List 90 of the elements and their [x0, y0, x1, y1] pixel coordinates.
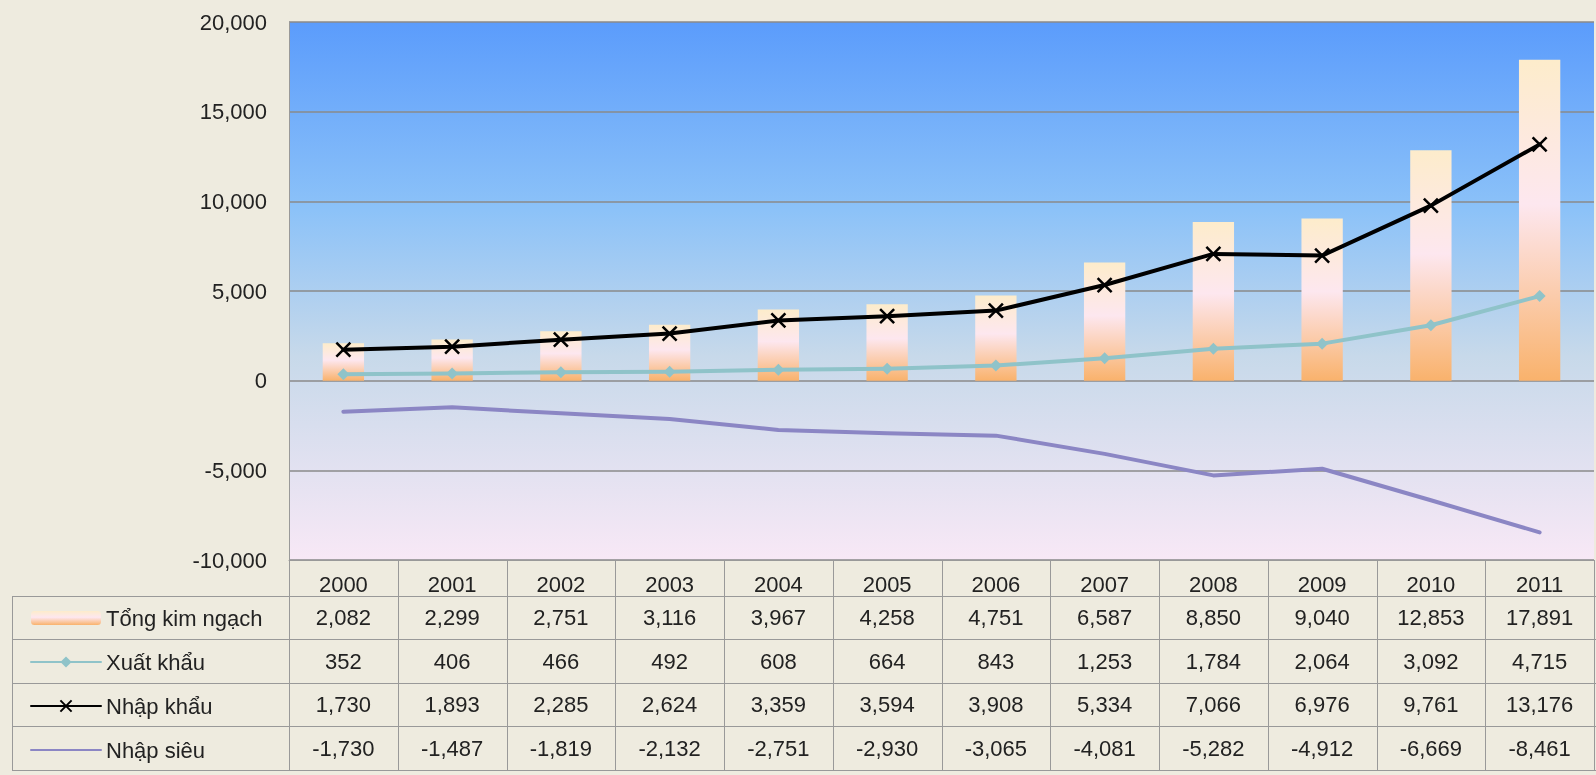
data-label: 664 — [868, 648, 906, 674]
x-tick-label: 2011 — [1515, 571, 1564, 597]
point — [1533, 290, 1546, 303]
data-label: 13,176 — [1505, 692, 1574, 717]
legend-label: Nhập khẩu — [106, 693, 213, 719]
data-label: -1,730 — [312, 735, 375, 761]
data-label: 3,092 — [1403, 648, 1459, 674]
point — [335, 341, 352, 358]
data-label: 2,624 — [642, 692, 698, 717]
data-label: 1,784 — [1185, 648, 1241, 674]
data-label: 2,064 — [1294, 648, 1350, 674]
data-label: 5,334 — [1077, 692, 1133, 717]
y-tick-label: 0 — [254, 368, 267, 394]
data-label: -3,065 — [964, 735, 1028, 761]
data-label: 6,587 — [1077, 605, 1133, 630]
point — [661, 325, 678, 342]
data-label: -2,132 — [638, 735, 701, 761]
data-label: -6,669 — [1399, 735, 1463, 761]
x-tick-label: 2003 — [645, 571, 695, 597]
data-label: 406 — [433, 648, 471, 674]
data-label: 466 — [542, 648, 580, 674]
data-label: 352 — [325, 648, 362, 674]
data-label: -4,912 — [1290, 735, 1354, 761]
legend-label: Nhập siêu — [106, 737, 206, 763]
x-tick-label: 2004 — [753, 571, 803, 597]
data-label: -4,081 — [1073, 735, 1136, 761]
point — [552, 331, 570, 348]
data-label: 1,730 — [315, 692, 371, 717]
bar — [1083, 262, 1126, 381]
x-tick-label: 2007 — [1080, 571, 1130, 597]
data-label: 2,751 — [533, 605, 589, 630]
point — [770, 312, 787, 329]
data-label: 4,258 — [859, 605, 915, 630]
data-label: 843 — [977, 648, 1015, 674]
bar — [1192, 221, 1235, 381]
y-tick-label: 20,000 — [199, 9, 267, 35]
x-tick-label: 2002 — [536, 571, 586, 597]
bar — [1410, 150, 1452, 381]
point — [878, 307, 896, 325]
data-label: 4,751 — [968, 605, 1024, 630]
y-tick-label: -5,000 — [204, 457, 267, 483]
data-label: 8,850 — [1185, 605, 1241, 630]
legend-label: Xuất khẩu — [106, 649, 206, 675]
point — [1096, 276, 1113, 294]
x-tick-label: 2005 — [862, 571, 912, 597]
point — [443, 338, 461, 355]
point — [987, 302, 1005, 319]
x-tick-label: 2006 — [971, 571, 1021, 597]
x-tick-label: 2008 — [1188, 571, 1238, 597]
data-label: -2,751 — [747, 735, 810, 761]
data-label: 1,253 — [1077, 648, 1133, 674]
y-tick-label: 10,000 — [199, 188, 267, 214]
data-label: 3,594 — [859, 692, 915, 717]
data-label: 3,967 — [750, 605, 806, 630]
point — [1531, 136, 1548, 153]
bar — [1518, 59, 1561, 381]
point — [1313, 247, 1331, 264]
x-tick-label: 2010 — [1406, 571, 1456, 597]
x-tick-label: 2000 — [318, 571, 368, 597]
line-series — [341, 405, 1542, 535]
data-label: 2,285 — [533, 692, 589, 717]
data-label: 12,853 — [1397, 605, 1465, 630]
data-label: 17,891 — [1505, 605, 1574, 630]
data-label: 7,066 — [1185, 692, 1241, 717]
data-label: 2,299 — [424, 605, 480, 630]
data-label: -1,487 — [420, 735, 484, 761]
legend-label: Tổng kim ngạch — [106, 605, 263, 631]
data-label: 6,976 — [1294, 692, 1350, 717]
y-tick-label: 15,000 — [199, 99, 267, 125]
data-label: 9,761 — [1403, 692, 1459, 717]
data-label: -5,282 — [1182, 735, 1245, 761]
data-label: 608 — [760, 648, 797, 674]
data-label: 492 — [651, 648, 688, 674]
data-label: -8,461 — [1508, 735, 1571, 761]
x-tick-label: 2001 — [427, 571, 477, 597]
data-label: -2,930 — [855, 735, 919, 761]
data-label: 3,359 — [750, 692, 806, 717]
bar — [1301, 218, 1343, 381]
y-tick-label: -10,000 — [192, 547, 267, 573]
data-label: 1,893 — [424, 692, 480, 717]
data-label: 4,715 — [1512, 648, 1568, 674]
data-label: 2,082 — [315, 605, 371, 630]
point — [1422, 197, 1440, 214]
point — [1205, 245, 1222, 263]
data-label: 3,908 — [968, 692, 1024, 717]
x-tick-label: 2009 — [1297, 571, 1347, 597]
data-label: -1,819 — [529, 735, 593, 761]
data-label: 3,116 — [642, 605, 697, 630]
data-label: 9,040 — [1294, 605, 1350, 630]
y-tick-label: 5,000 — [211, 278, 267, 304]
